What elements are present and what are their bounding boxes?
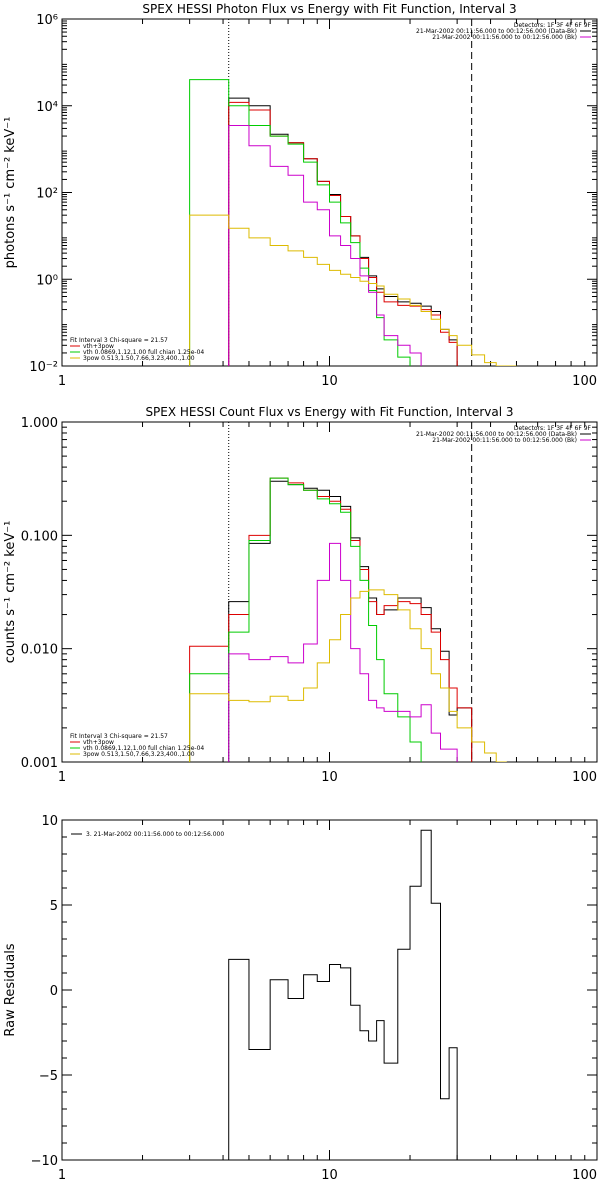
x-tick-label: 1 [58,374,66,389]
x-tick-label: 1 [58,1168,66,1183]
legend-entry: 21-Mar-2002 00:11:56.000 to 00:12:56.000… [416,431,577,438]
y-axis-label: Raw Residuals [3,943,18,1036]
series-line-3 [228,542,458,762]
series-line-0 [228,97,458,366]
series-line-2 [189,477,422,762]
y-tick-label: 10⁰ [36,273,58,288]
legend-entry: Detectors: 1F 3F 4F 6F 9F [514,22,592,29]
plot-frame [61,421,598,763]
series-line-1 [189,477,473,762]
series-line-4 [189,589,507,762]
y-tick-label: 5 [50,899,58,914]
x-tick-label: 100 [572,1168,597,1183]
y-tick-label: 0.001 [21,756,58,771]
x-tick-label: 100 [572,770,597,785]
count-flux-panel: SPEX HESSI Count Flux vs Energy with Fit… [3,405,598,785]
x-tick-label: 10 [321,770,338,785]
series-line-1 [228,101,458,366]
fit-legend-entry: 3pow 0.513,1.50,7.66,3.23,400.,1.00 [83,751,195,758]
x-tick-label: 1 [58,770,66,785]
series-line-2 [189,79,411,366]
legend-entry: Detectors: 1F 3F 4F 6F 9F [514,425,592,432]
residuals-panel: Raw Residuals 1 10 100 −10 −5 0 5 10 3. 21-Mar-20… [3,814,598,1183]
plot-frame [61,819,598,1161]
series-group [228,829,472,1160]
legend-entry: 21-Mar-2002 00:11:56.000 to 00:12:56.000… [416,28,577,35]
y-tick-label: −10 [31,1154,58,1169]
y-tick-label: 10² [36,187,58,202]
y-tick-label: 1.000 [21,416,58,431]
y-axis-label: photons s⁻¹ cm⁻² keV⁻¹ [3,117,18,269]
y-tick-label: 10⁴ [36,100,58,115]
x-tick-label: 100 [572,374,597,389]
chart-title: SPEX HESSI Photon Flux vs Energy with Fi… [142,2,516,16]
fit-legend-entry: Fit Interval 3 Chi-square = 21.57 [70,733,168,740]
series-line-4 [189,214,517,366]
series-line-3 [228,125,422,366]
chart-title: SPEX HESSI Count Flux vs Energy with Fit… [145,405,513,419]
series-group [189,477,507,762]
series-line-0 [228,829,472,1160]
fit-legend-entry: Fit Interval 3 Chi-square = 21.57 [70,337,168,344]
x-tick-label: 10 [321,1168,338,1183]
y-tick-label: 0.100 [21,529,58,544]
y-tick-label: 10 [41,814,58,829]
fit-legend-entry: vth+3pow [83,343,114,350]
y-tick-label: 10⁻² [29,360,58,375]
legend-entry: 21-Mar-2002 00:11:56.000 to 00:12:56.000… [432,437,577,444]
legend-entry: 21-Mar-2002 00:11:56.000 to 00:12:56.000… [432,34,577,41]
y-tick-label: 0 [50,984,58,999]
residual-legend-entry: 3. 21-Mar-2002 00:11:56.000 to 00:12:56.… [86,831,224,838]
photon-flux-panel: SPEX HESSI Photon Flux vs Energy with Fi… [3,2,598,389]
y-tick-label: 0.010 [21,643,58,658]
y-axis-label: counts s⁻¹ cm⁻² keV⁻¹ [3,521,18,664]
y-tick-label: 10⁶ [36,13,58,28]
fit-legend-entry: vth 0.0869,1.12,1.00 full chian 1.25e-04 [83,745,204,752]
fit-legend-entry: vth+3pow [83,739,114,746]
fit-legend-entry: vth 0.0869,1.12,1.00 full chian 1.25e-04 [83,349,204,356]
series-group [189,79,517,366]
y-tick-label: −5 [39,1069,58,1084]
x-tick-label: 10 [321,374,338,389]
fit-legend-entry: 3pow 0.513,1.50,7.66,3.23,400.,1.00 [83,355,195,362]
